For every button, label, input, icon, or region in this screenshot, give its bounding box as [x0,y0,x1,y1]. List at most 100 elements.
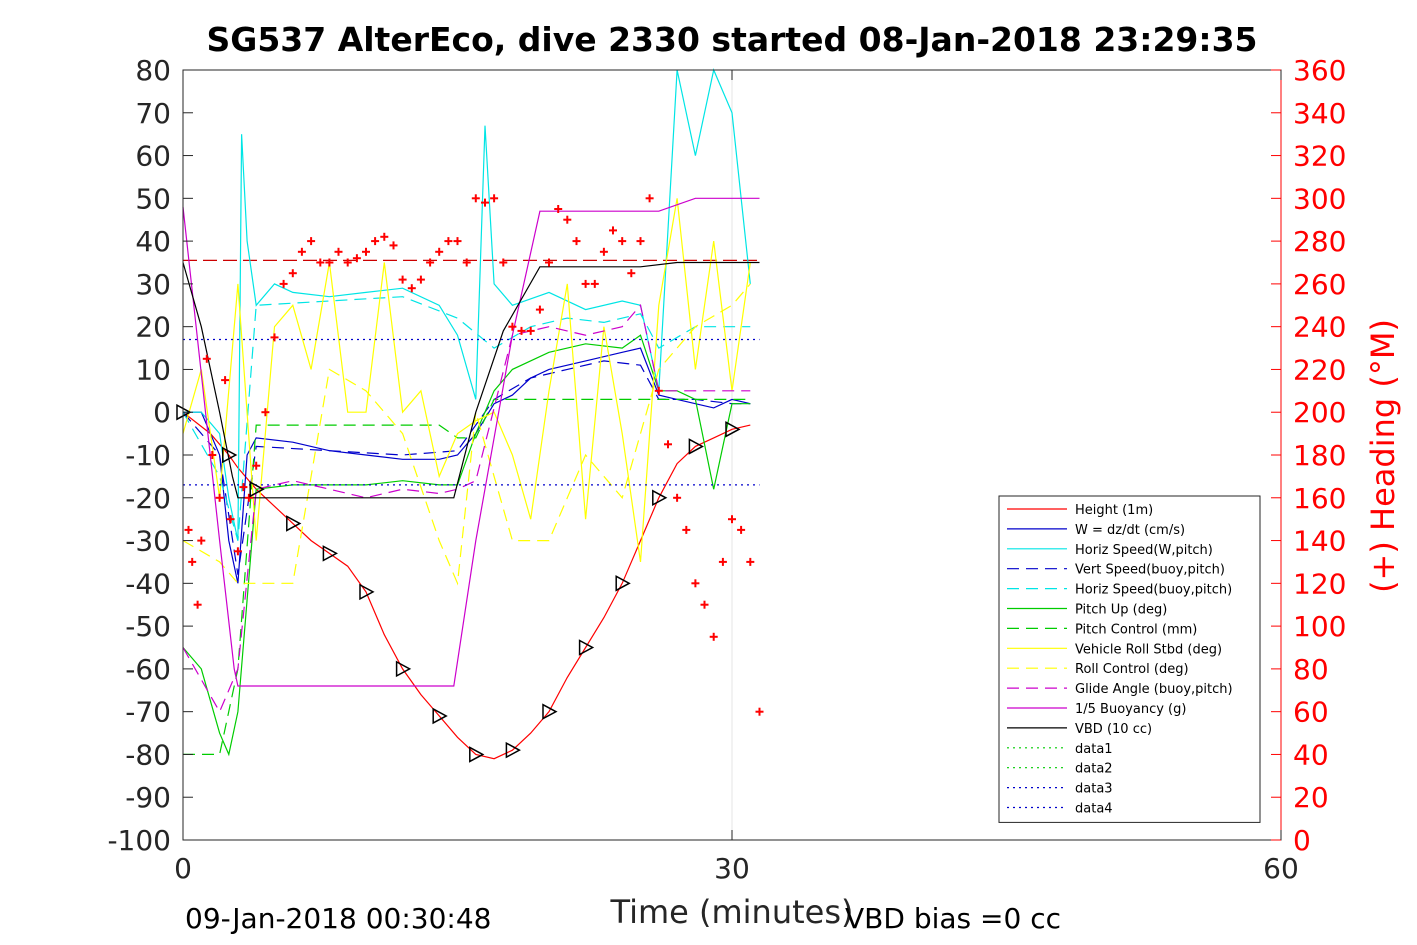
heading-point [252,461,261,470]
right-tick-label: 240 [1293,311,1346,344]
right-tick-label: 320 [1293,140,1346,173]
legend-label: Horiz Speed(buoy,pitch) [1075,583,1232,598]
heading-point [307,237,316,246]
legend-box [998,495,1261,823]
left-tick-label: 60 [135,140,171,173]
left-tick-label: 10 [135,353,171,386]
x-axis-label: Time (minutes) [610,893,854,931]
footer-vbd-bias: VBD bias =0 cc [845,902,1061,935]
left-tick-label: 80 [135,54,171,87]
heading-point [407,284,416,293]
heading-point [645,194,654,203]
heading-point [618,237,627,246]
right-axis-label: (+) Heading (°M) [1364,319,1402,593]
heading-point [343,258,352,267]
heading-point [371,237,380,246]
right-tick-label: 340 [1293,97,1346,130]
left-tick-label: -50 [125,610,171,643]
heading-point [517,326,526,335]
left-axis: 80 70 60 50 40 30 20 10 0 -10 -20 -30 -40 -50 -60 -70 -8… [107,54,193,857]
heading-point [244,493,253,502]
left-tick-label: 0 [153,396,171,429]
right-tick-label: 280 [1293,225,1346,258]
heading-point [325,258,334,267]
heading-point [718,557,727,566]
legend-label: data3 [1075,782,1113,797]
heading-point [398,275,407,284]
legend: Height (1m) W = dz/dt (cm/s) Horiz Speed(W… [998,495,1261,823]
depth-marker [249,480,265,498]
right-tick-label: 180 [1293,439,1346,472]
heading-point [202,354,211,363]
footer-timestamp: 09-Jan-2018 00:30:48 [185,902,491,935]
left-tick-label: -10 [125,439,171,472]
left-tick-label: 40 [135,225,171,258]
heading-point [682,525,691,534]
heading-point [270,333,279,342]
heading-point [453,237,462,246]
heading-point [226,515,235,524]
right-tick-label: 260 [1293,268,1346,301]
right-tick-label: 160 [1293,482,1346,515]
right-axis: 3603403203002802602402202001801601401201… [1271,54,1346,857]
heading-point [526,326,535,335]
heading-point [239,483,248,492]
heading-point [627,269,636,278]
legend-label: Glide Angle (buoy,pitch) [1075,682,1233,697]
left-tick-label: -30 [125,525,171,558]
heading-point [471,194,480,203]
series-line-0 [182,411,751,760]
depth-marker [615,575,631,592]
series-line-2 [183,68,751,541]
heading-point [444,237,453,246]
left-tick-label: -90 [125,781,171,814]
heading-point [233,547,242,556]
heading-point [416,275,425,284]
right-tick-label: 60 [1293,696,1329,729]
depth-marker [359,583,375,601]
heading-point [499,258,508,267]
right-tick-label: 80 [1293,653,1329,686]
right-tick-label: 20 [1293,781,1329,814]
depth-marker [469,746,485,763]
heading-point [755,707,764,716]
heading-point [636,237,645,246]
chart-title: SG537 AlterEco, dive 2330 started 08-Jan… [206,20,1257,59]
depth-marker [542,703,558,720]
left-tick-label: 30 [135,268,171,301]
x-tick-label: 30 [714,852,750,885]
depth-marker [395,660,412,678]
depth-marker [578,639,595,656]
depth-marker [222,446,238,464]
heading-layer [184,194,764,716]
heading-point [700,600,709,609]
right-tick-label: 140 [1293,525,1346,558]
depth-marker [652,489,668,507]
left-tick-label: 50 [135,182,171,215]
heading-point [581,279,590,288]
depth-marker [688,438,704,455]
heading-point [334,247,343,256]
heading-point [691,579,700,588]
heading-point [352,254,361,263]
heading-point [215,493,224,502]
legend-label: Height (1m) [1075,503,1153,518]
right-tick-label: 0 [1293,824,1311,857]
legend-label: Pitch Control (mm) [1075,622,1197,637]
right-tick-label: 40 [1293,738,1329,771]
heading-point [746,557,755,566]
left-tick-label: -60 [125,653,171,686]
left-tick-label: -80 [125,738,171,771]
depth-marker [725,421,741,438]
depth-marker [286,515,302,532]
heading-point [664,440,672,449]
right-tick-label: 100 [1293,610,1346,643]
heading-point [188,557,197,566]
heading-point [297,247,306,256]
heading-point [728,515,736,524]
heading-point [261,408,270,417]
heading-point [709,632,718,641]
heading-point [535,305,544,314]
left-tick-label: -20 [125,482,171,515]
heading-point [435,247,444,256]
